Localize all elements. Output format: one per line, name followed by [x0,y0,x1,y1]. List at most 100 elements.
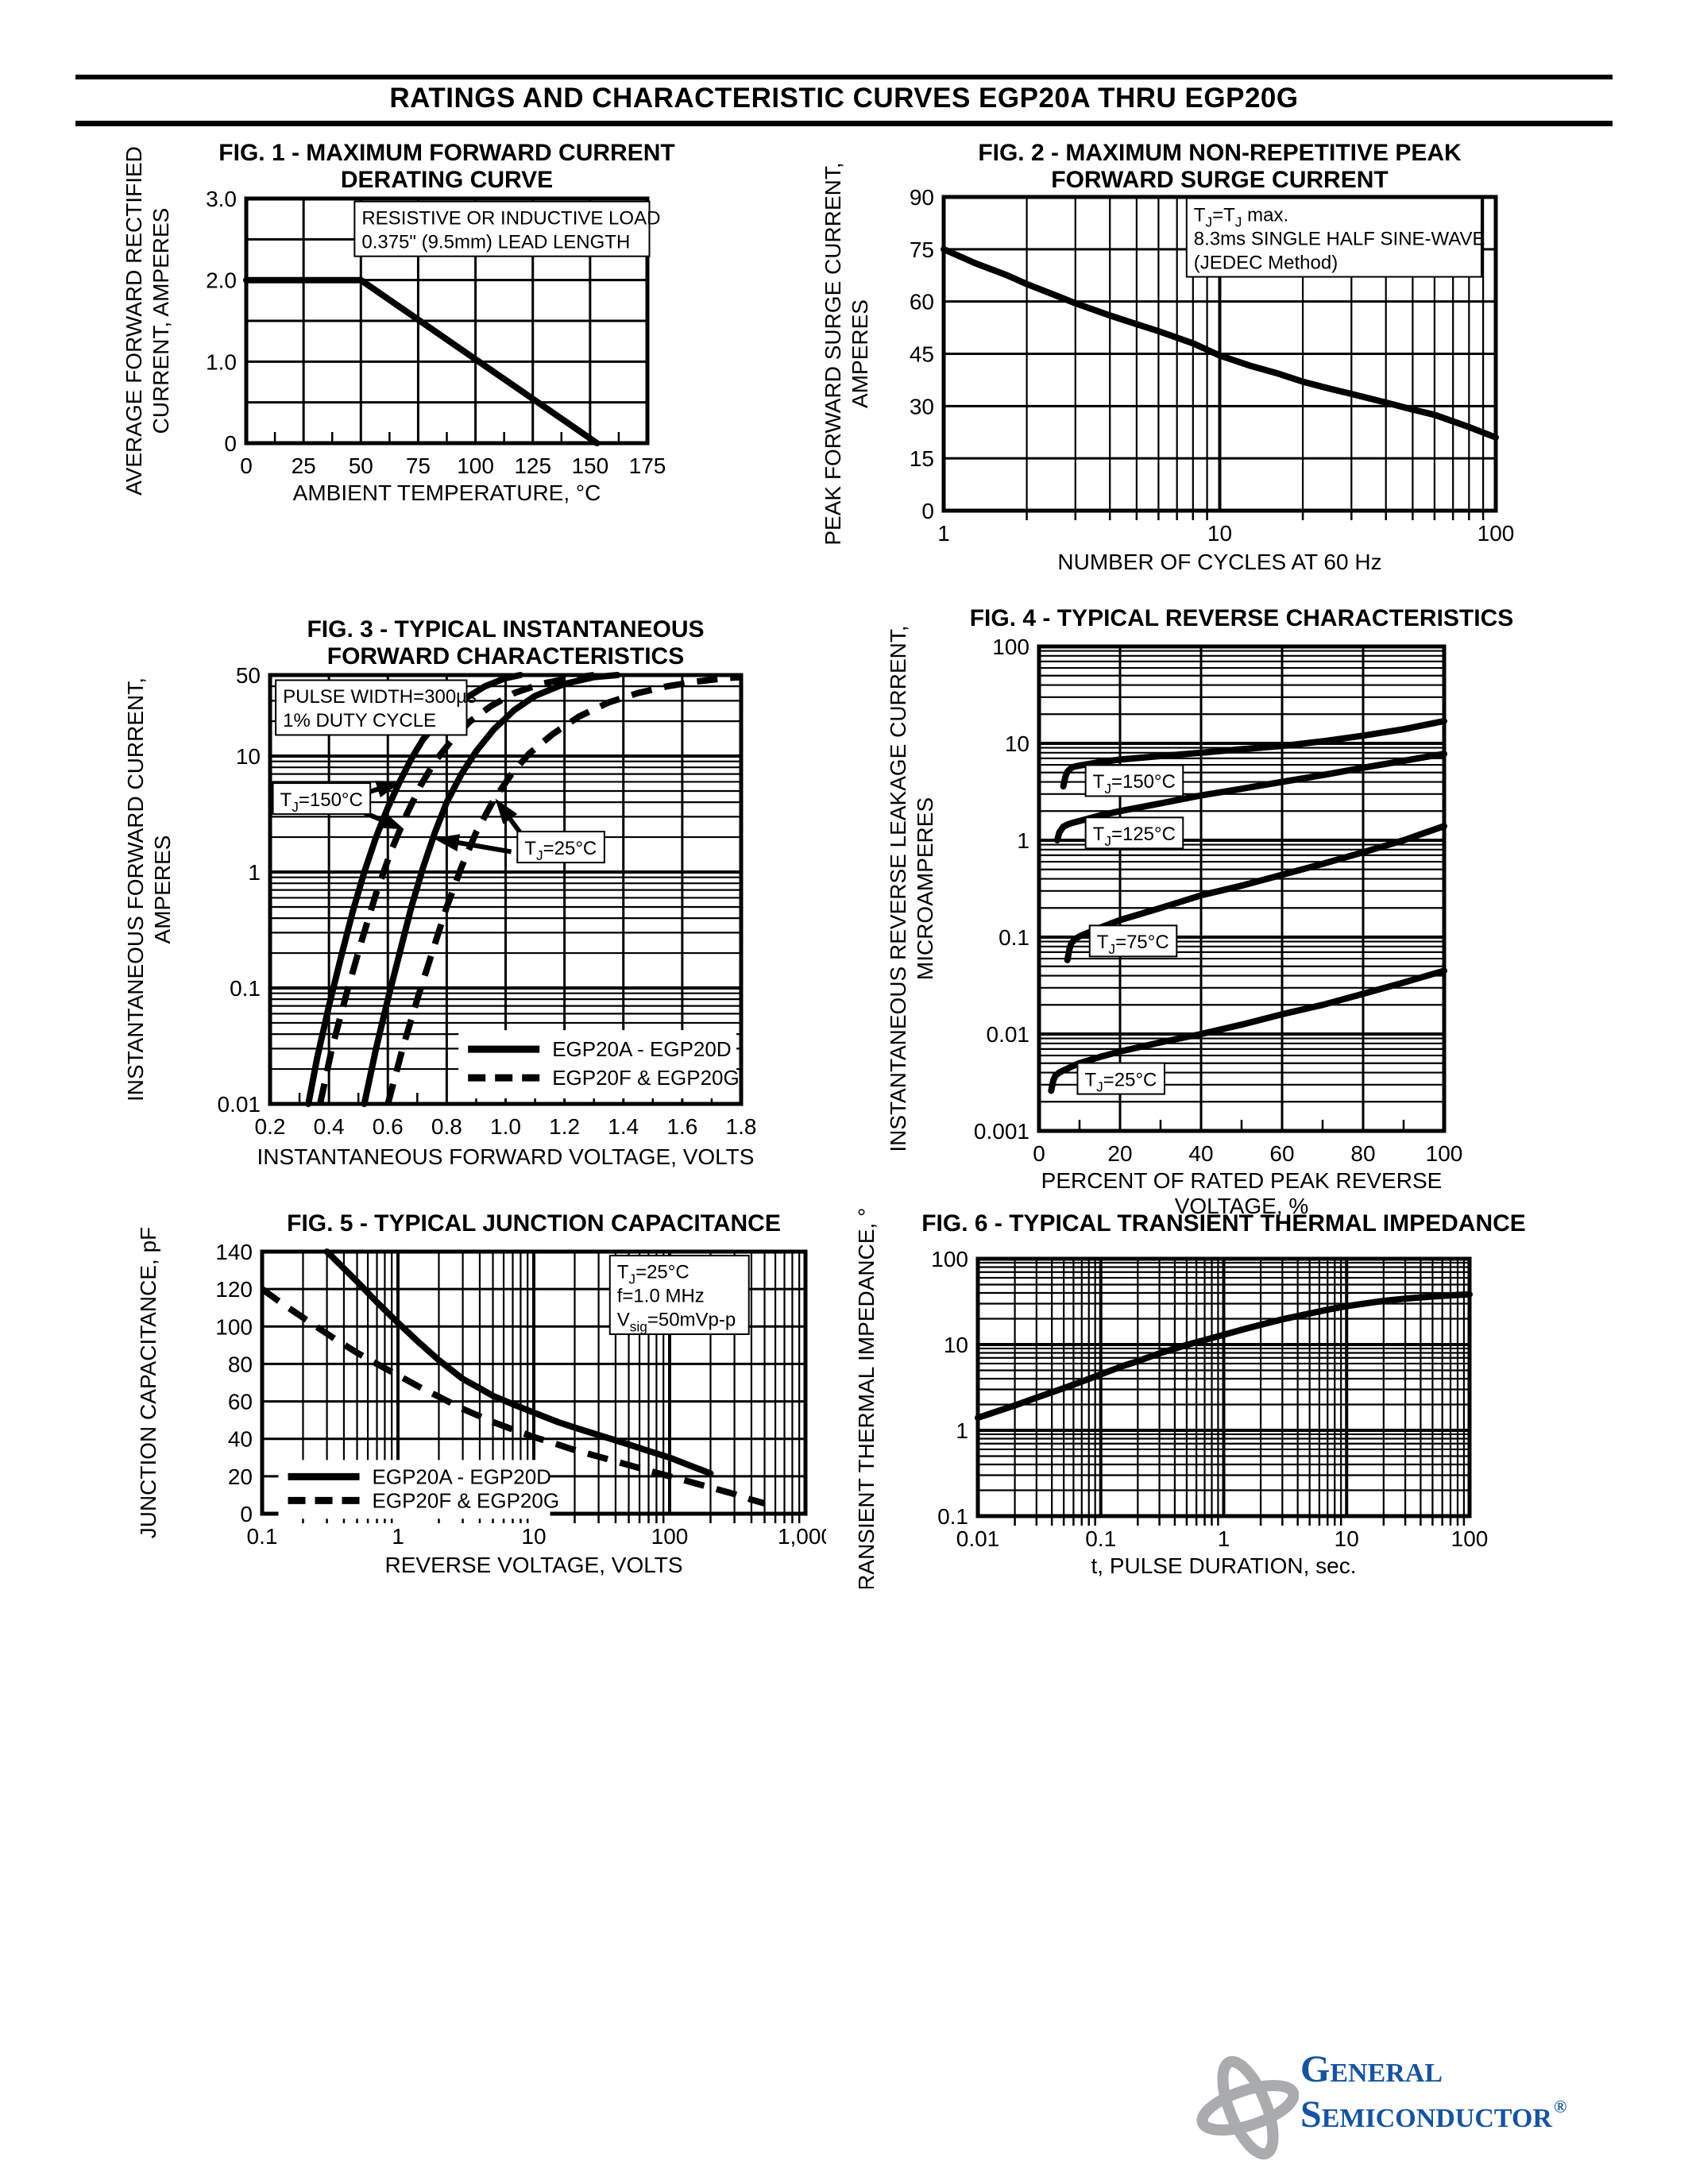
svg-text:75: 75 [406,453,431,478]
svg-text:10: 10 [236,744,261,769]
svg-text:TJ=25°C: TJ=25°C [617,1262,689,1287]
svg-text:60: 60 [910,290,934,314]
figure-2-chart: 1 10 100 0 15 30 45 60 75 90 NUMBER OF CYCLES AT 6… [821,162,1515,574]
svg-text:TJ=125°C: TJ=125°C [1093,824,1176,849]
svg-text:100: 100 [215,1314,253,1339]
svg-text:0.2: 0.2 [255,1114,286,1139]
svg-text:100: 100 [457,453,494,478]
svg-text:1.8: 1.8 [726,1114,757,1139]
svg-text:0.1: 0.1 [937,1504,968,1529]
figure-1-title: FIG. 1 - MAXIMUM FORWARD CURRENT DERATIN… [218,140,675,193]
svg-text:PULSE WIDTH=300µs: PULSE WIDTH=300µs [283,686,477,708]
brand-logo: General Semiconductor® [1196,2049,1672,2176]
svg-text:100: 100 [992,635,1029,659]
figure-3-title: FIG. 3 - TYPICAL INSTANTANEOUS FORWARD C… [307,616,705,669]
svg-text:100: 100 [1451,1526,1489,1551]
svg-text:t, PULSE DURATION, sec.: t, PULSE DURATION, sec. [1091,1553,1357,1578]
svg-text:100: 100 [651,1524,689,1549]
svg-text:RESISTIVE OR INDUCTIVE LOAD: RESISTIVE OR INDUCTIVE LOAD [361,207,660,229]
registered-mark: ® [1553,2097,1567,2116]
svg-text:TJ=150°C: TJ=150°C [1093,771,1176,797]
figure-1: FIG. 1 - MAXIMUM FORWARD CURRENT DERATIN… [111,133,739,523]
svg-text:100: 100 [1477,521,1515,546]
svg-text:20: 20 [1107,1141,1132,1166]
svg-text:0.6: 0.6 [373,1114,404,1139]
svg-text:0: 0 [240,1502,253,1526]
svg-text:10: 10 [944,1333,968,1357]
svg-text:10: 10 [1335,1526,1359,1551]
svg-text:60: 60 [1269,1141,1294,1166]
svg-text:INSTANTANEOUS REVERSE LEAKAGE: INSTANTANEOUS REVERSE LEAKAGE CURRENT, [886,625,910,1152]
svg-text:1: 1 [1218,1526,1230,1551]
figure-5: FIG. 5 - TYPICAL JUNCTION CAPACITANCE 0.… [111,1207,826,1588]
svg-text:0.1: 0.1 [247,1524,278,1549]
svg-text:150: 150 [571,453,608,478]
figure-6-title: FIG. 6 - TYPICAL TRANSIENT THERMAL IMPED… [921,1210,1526,1237]
svg-text:AMPERES: AMPERES [848,299,872,408]
figure-3: FIG. 3 - TYPICAL INSTANTANEOUS FORWARD C… [111,612,794,1177]
brand-line-1: General [1300,2048,1443,2090]
svg-text:0.01: 0.01 [987,1022,1030,1047]
svg-text:40: 40 [228,1427,253,1452]
svg-text:15: 15 [910,446,934,471]
page-header: RATINGS AND CHARACTERISTIC CURVES EGP20A… [75,75,1613,126]
svg-text:0.001: 0.001 [974,1119,1029,1144]
svg-text:TJ=TJ max.: TJ=TJ max. [1194,204,1288,230]
svg-text:10: 10 [1005,731,1029,756]
svg-text:TJ=150°C: TJ=150°C [280,789,363,815]
svg-text:1.4: 1.4 [608,1114,639,1139]
svg-text:0.1: 0.1 [1085,1526,1116,1551]
svg-text:1.6: 1.6 [666,1114,697,1139]
svg-text:(JEDEC Method): (JEDEC Method) [1194,252,1338,273]
svg-text:40: 40 [1188,1141,1213,1166]
svg-text:120: 120 [215,1277,253,1302]
svg-text:MICROAMPERES: MICROAMPERES [913,797,937,980]
svg-text:60: 60 [228,1390,253,1414]
figure-5-chart: 0.1 1 10 100 1,000 0 20 40 60 80 100 120 140 REVERSE … [136,1227,826,1577]
svg-text:125: 125 [514,453,551,478]
svg-text:3.0: 3.0 [206,187,237,211]
svg-text:75: 75 [910,237,934,262]
svg-text:1.0: 1.0 [490,1114,521,1139]
svg-text:2.0: 2.0 [206,268,237,293]
svg-text:0.1: 0.1 [999,925,1029,950]
svg-text:20: 20 [228,1464,253,1489]
figure-2: FIG. 2 - MAXIMUM NON-REPETITIVE PEAK FOR… [810,133,1541,610]
svg-text:f=1.0 MHz: f=1.0 MHz [617,1286,705,1307]
svg-text:1: 1 [392,1524,404,1549]
brand-line-2: Semiconductor [1300,2093,1552,2136]
figure-2-title: FIG. 2 - MAXIMUM NON-REPETITIVE PEAK FOR… [978,140,1462,193]
svg-text:VOLTAGE, %: VOLTAGE, % [1175,1194,1309,1218]
svg-text:90: 90 [910,185,934,210]
svg-text:0.01: 0.01 [218,1092,261,1117]
svg-text:0.375" (9.5mm) LEAD LENGTH: 0.375" (9.5mm) LEAD LENGTH [361,231,630,253]
orbital-rings-icon [1196,2055,1299,2160]
figure-4: FIG. 4 - TYPICAL REVERSE CHARACTERISTICS… [810,602,1525,1229]
svg-text:1: 1 [956,1418,968,1443]
figure-6: FIG. 6 - TYPICAL TRANSIENT THERMAL IMPED… [810,1207,1526,1588]
svg-text:0: 0 [921,499,934,523]
svg-text:1: 1 [248,860,261,885]
svg-text:50: 50 [236,663,261,688]
svg-text:REVERSE VOLTAGE, VOLTS: REVERSE VOLTAGE, VOLTS [385,1553,683,1577]
svg-text:1% DUTY CYCLE: 1% DUTY CYCLE [283,710,436,731]
svg-text:45: 45 [910,342,934,367]
svg-text:0.01: 0.01 [956,1526,1000,1551]
svg-text:AMBIENT TEMPERATURE, °C: AMBIENT TEMPERATURE, °C [293,480,601,505]
svg-text:0: 0 [240,453,253,478]
svg-text:80: 80 [1350,1141,1375,1166]
svg-text:0: 0 [1033,1141,1045,1166]
page-title: RATINGS AND CHARACTERISTIC CURVES EGP20A… [389,83,1299,114]
svg-text:NUMBER OF CYCLES AT 60 Hz: NUMBER OF CYCLES AT 60 Hz [1057,550,1381,574]
svg-text:PEAK FORWARD SURGE CURRENT,: PEAK FORWARD SURGE CURRENT, [821,162,845,545]
svg-text:100: 100 [1426,1141,1463,1166]
svg-text:INSTANTANEOUS FORWARD VOLTAGE,: INSTANTANEOUS FORWARD VOLTAGE, VOLTS [257,1144,755,1169]
svg-text:1: 1 [937,521,950,546]
svg-text:10: 10 [1207,521,1232,546]
svg-text:TJ=25°C: TJ=25°C [524,838,597,863]
figure-5-title: FIG. 5 - TYPICAL JUNCTION CAPACITANCE [287,1210,781,1237]
svg-text:100: 100 [931,1247,968,1271]
svg-text:140: 140 [215,1240,253,1264]
